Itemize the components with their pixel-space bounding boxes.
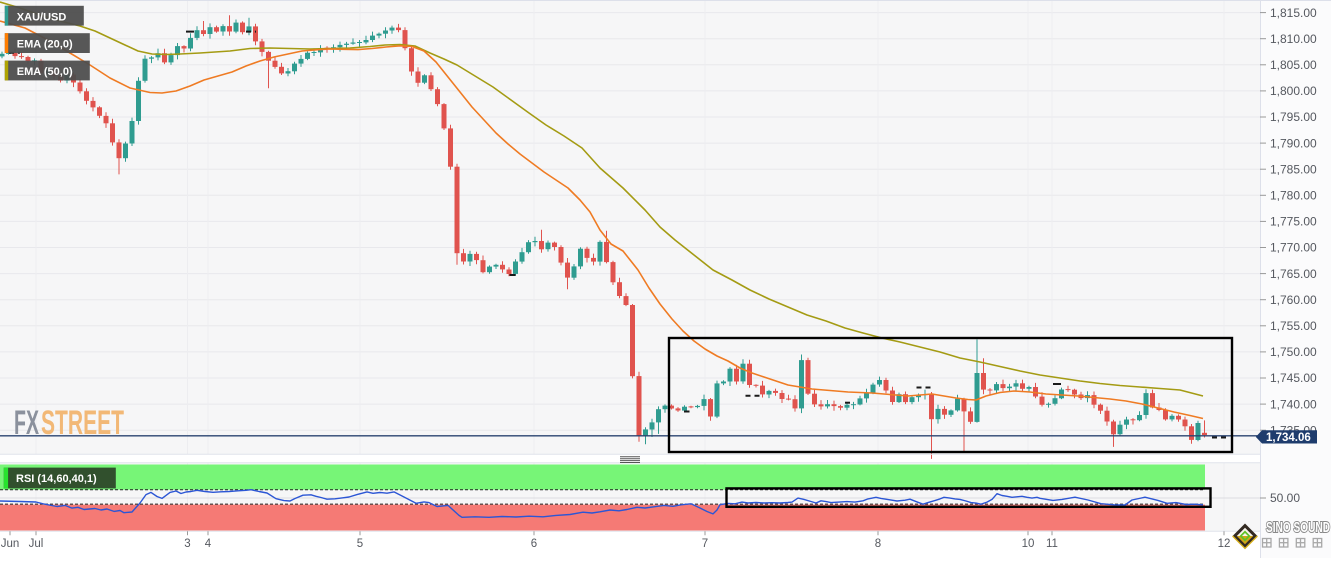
- svg-text:4: 4: [205, 538, 212, 550]
- svg-text:Jul: Jul: [29, 538, 44, 550]
- svg-text:8: 8: [875, 538, 881, 550]
- svg-text:1,800.00: 1,800.00: [1270, 84, 1317, 98]
- svg-text:10: 10: [1022, 538, 1035, 550]
- svg-text:1,745.00: 1,745.00: [1270, 371, 1317, 385]
- svg-text:1,755.00: 1,755.00: [1270, 319, 1317, 333]
- svg-text:7: 7: [702, 538, 708, 550]
- svg-text:1,750.00: 1,750.00: [1270, 345, 1317, 359]
- svg-text:3: 3: [184, 538, 190, 550]
- svg-text:1,780.00: 1,780.00: [1270, 189, 1317, 203]
- svg-text:1,770.00: 1,770.00: [1270, 241, 1317, 255]
- svg-text:1,765.00: 1,765.00: [1270, 267, 1317, 281]
- svg-text:6: 6: [531, 538, 537, 550]
- svg-text:1,815.00: 1,815.00: [1270, 6, 1317, 20]
- svg-text:Jun: Jun: [1, 538, 20, 550]
- svg-text:1,805.00: 1,805.00: [1270, 58, 1317, 72]
- svg-text:50.00: 50.00: [1270, 491, 1300, 505]
- svg-text:EMA (20,0): EMA (20,0): [17, 39, 73, 51]
- svg-text:STREET: STREET: [41, 404, 124, 442]
- svg-text:1,740.00: 1,740.00: [1270, 397, 1317, 411]
- svg-text:1,760.00: 1,760.00: [1270, 293, 1317, 307]
- svg-text:1,795.00: 1,795.00: [1270, 110, 1317, 124]
- svg-text:SINO SOUND: SINO SOUND: [1266, 520, 1330, 536]
- svg-text:11: 11: [1046, 538, 1058, 550]
- svg-text:1,734.06: 1,734.06: [1266, 432, 1311, 444]
- svg-text:1,790.00: 1,790.00: [1270, 136, 1317, 150]
- svg-text:EMA (50,0): EMA (50,0): [17, 66, 73, 78]
- svg-text:1,775.00: 1,775.00: [1270, 215, 1317, 229]
- svg-text:12: 12: [1218, 538, 1231, 550]
- svg-text:RSI (14,60,40,1): RSI (14,60,40,1): [16, 473, 97, 485]
- svg-text:XAU/USD: XAU/USD: [17, 11, 67, 23]
- svg-text:1,785.00: 1,785.00: [1270, 162, 1317, 176]
- svg-text:5: 5: [357, 538, 363, 550]
- svg-text:FX: FX: [14, 404, 39, 442]
- svg-text:1,810.00: 1,810.00: [1270, 32, 1317, 46]
